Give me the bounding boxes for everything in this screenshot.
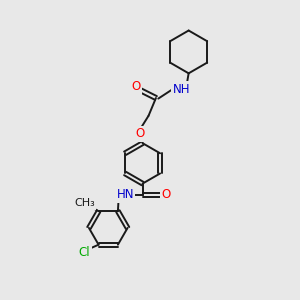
Text: NH: NH (172, 82, 190, 96)
Text: HN: HN (117, 188, 134, 201)
Text: O: O (162, 188, 171, 201)
Text: Cl: Cl (79, 246, 90, 259)
Text: O: O (135, 127, 144, 140)
Text: O: O (131, 80, 140, 93)
Text: CH₃: CH₃ (74, 198, 95, 208)
